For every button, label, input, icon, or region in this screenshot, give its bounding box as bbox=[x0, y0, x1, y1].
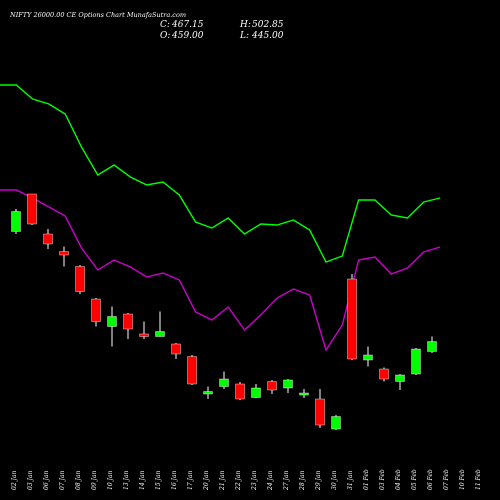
x-tick-label: 02 Jan bbox=[11, 470, 18, 490]
candle-down bbox=[315, 398, 325, 426]
x-tick-label: 29 Jan bbox=[315, 470, 322, 491]
candles-layer bbox=[11, 193, 437, 430]
x-tick-label: 05 Feb bbox=[411, 469, 418, 490]
candle-up bbox=[283, 379, 293, 389]
x-tick-label: 11 Feb bbox=[475, 469, 482, 490]
x-tick-label: 09 Jan bbox=[91, 470, 98, 490]
candle-up bbox=[11, 211, 21, 232]
x-tick-label: 03 Feb bbox=[379, 469, 386, 490]
candle-down bbox=[43, 233, 53, 245]
low-value: 445.00 bbox=[251, 31, 284, 41]
x-tick-label: 06 Feb bbox=[427, 469, 434, 490]
candle-up bbox=[251, 387, 261, 398]
candle-up bbox=[395, 374, 405, 382]
candle-up bbox=[219, 378, 229, 387]
upper-band-line bbox=[0, 84, 441, 263]
candle-down bbox=[235, 383, 245, 400]
x-tick-label: 03 Jan bbox=[27, 470, 34, 490]
candle-down bbox=[59, 251, 69, 256]
open-value: 459.00 bbox=[171, 31, 204, 41]
x-tick-label: 13 Jan bbox=[123, 470, 130, 490]
candle-down bbox=[139, 333, 149, 337]
candle-up bbox=[411, 348, 421, 375]
x-tick-label: 04 Feb bbox=[395, 469, 402, 490]
x-tick-label: 08 Jan bbox=[75, 470, 82, 490]
x-tick-label: 28 Jan bbox=[299, 470, 306, 491]
x-tick-label: 23 Jan bbox=[251, 470, 258, 491]
x-tick-label: 31 Jan bbox=[347, 470, 354, 490]
candle-up bbox=[203, 391, 213, 395]
x-tick-label: 07 Jan bbox=[59, 470, 66, 490]
x-tick-label: 14 Jan bbox=[139, 470, 146, 490]
x-tick-label: 30 Jan bbox=[331, 470, 338, 490]
x-tick-label: 17 Jan bbox=[187, 470, 194, 490]
x-tick-label: 27 Jan bbox=[283, 470, 290, 491]
x-tick-label: 15 Jan bbox=[155, 470, 162, 490]
lower-band-line bbox=[0, 189, 441, 352]
x-tick-label: 10 Jan bbox=[107, 470, 114, 490]
bands-layer bbox=[0, 84, 441, 352]
candle-down bbox=[379, 368, 389, 380]
candle-down bbox=[91, 298, 101, 322]
candle-up bbox=[427, 341, 437, 352]
x-tick-label: 07 Feb bbox=[443, 469, 450, 490]
candle-up bbox=[107, 316, 117, 327]
high-value: 502.85 bbox=[252, 20, 284, 30]
candle-up bbox=[155, 331, 165, 337]
x-axis: 02 Jan 03 Jan 06 Jan 07 Jan 08 Jan 09 Jan 10 J… bbox=[11, 469, 482, 491]
x-tick-label: 21 Jan bbox=[219, 470, 226, 491]
open-label: O: bbox=[160, 31, 170, 41]
candle-down bbox=[187, 356, 197, 385]
high-label: H: bbox=[239, 20, 251, 30]
candle-down bbox=[267, 381, 277, 391]
x-tick-label: 06 Jan bbox=[43, 470, 50, 490]
x-tick-label: 20 Jan bbox=[203, 470, 210, 491]
low-label: L: bbox=[239, 31, 249, 41]
x-tick-label: 16 Jan bbox=[171, 470, 178, 490]
candle-down bbox=[123, 313, 133, 330]
x-tick-label: 01 Feb bbox=[363, 469, 370, 490]
close-label: C: bbox=[160, 20, 170, 30]
candle-up bbox=[363, 354, 373, 361]
candle-down bbox=[75, 266, 85, 292]
candle-up bbox=[299, 392, 309, 396]
candle-down bbox=[347, 278, 357, 360]
x-tick-label: 24 Jan bbox=[267, 470, 274, 491]
chart-title: NIFTY 26000.00 CE Options Chart MunafaSu… bbox=[9, 11, 186, 19]
candle-down bbox=[171, 343, 181, 355]
candle-up bbox=[331, 416, 341, 430]
close-value: 467.15 bbox=[171, 20, 204, 30]
x-tick-label: 22 Jan bbox=[235, 470, 242, 491]
x-tick-label: 10 Feb bbox=[459, 469, 466, 490]
candle-down bbox=[27, 193, 37, 225]
